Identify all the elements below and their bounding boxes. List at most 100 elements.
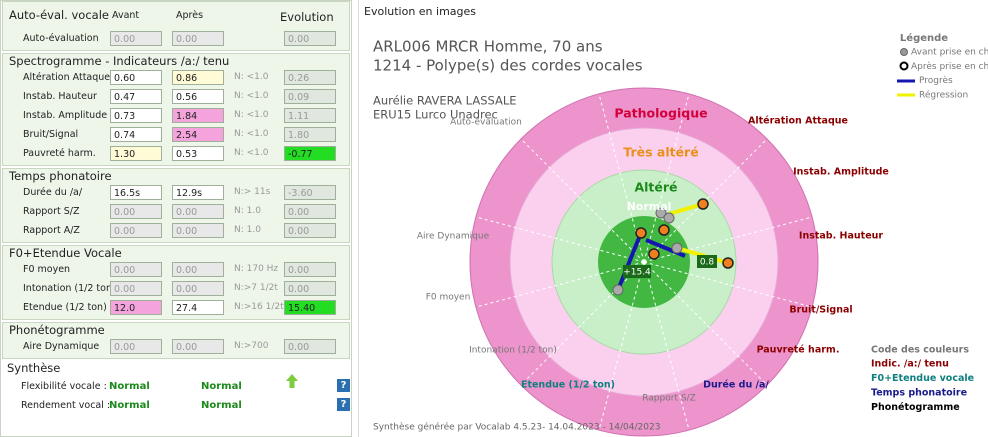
clinician-info: Aurélie RAVERA LASSALE	[373, 94, 517, 108]
row-label: Bruit/Signal	[23, 129, 79, 140]
spoke	[643, 261, 768, 386]
legend-title: Légende	[900, 32, 948, 44]
norm: N: 170 Hz	[234, 264, 279, 274]
progress-arrow	[645, 238, 686, 258]
section: F0+Etendue Vocale F0 moyen 0.00 0.00 0.00 N: …	[2, 245, 350, 320]
measure-row: Aire Dynamique 0.00 0.00 0.00 N:>700	[3, 337, 349, 356]
row-label: Rapport S/Z	[23, 206, 80, 217]
measure-row: Rapport S/Z 0.00 0.00 0.00 N: 1.0	[3, 202, 349, 221]
value-field: 0.00	[284, 281, 336, 296]
color-code-title: Code des couleurs	[871, 345, 969, 356]
measure-row: Instab. Amplitude 0.73 1.84 1.11 N: <1.0	[3, 106, 349, 125]
value-field: -3.60	[284, 185, 336, 200]
measure-row: F0 moyen 0.00 0.00 0.00 N: 170 Hz	[3, 260, 349, 279]
before-point	[612, 284, 624, 296]
patient-info: ARL006 MRCR Homme, 70 ans	[373, 38, 603, 56]
measure-row: Etendue (1/2 ton) 12.0 27.4 15.40 N:>16 1/2t	[3, 298, 349, 317]
section: Phonétogramme Aire Dynamique 0.00 0.00 0.00 N…	[2, 322, 350, 359]
axis-label: Bruit/Signal	[789, 305, 852, 316]
measure-row: Altération Attaque 0.60 0.86 0.26 N: <1.0	[3, 68, 349, 87]
synthesis-value: Normal	[109, 381, 150, 392]
value-field: 16.5s	[110, 185, 162, 200]
column-header: Après	[176, 10, 204, 21]
footer: Synthèse générée par Vocalab 4.5.23- 14.…	[373, 422, 660, 433]
measure-row: Rapport A/Z 0.00 0.00 0.00 N: 1.0	[3, 221, 349, 240]
synthesis-value: Normal	[201, 381, 242, 392]
radar-chart: Evolution en images ARL006 MRCR Homme, 70…	[364, 5, 988, 437]
measure-row: Bruit/Signal 0.74 2.54 1.80 N: <1.0	[3, 125, 349, 144]
help-button[interactable]: ?	[337, 398, 350, 411]
norm: N:>16 1/2t	[234, 302, 284, 312]
point-label: +15.4	[623, 268, 651, 278]
color-code-item: Phonétogramme	[871, 402, 960, 413]
value-field: 0.74	[110, 127, 162, 142]
value-field: 0.00	[284, 262, 336, 277]
legend-marker	[900, 48, 908, 56]
axis-label: Pauvreté harm.	[757, 345, 840, 356]
axis-label: Aire Dynamique	[417, 232, 490, 242]
norm: N: <1.0	[234, 72, 269, 82]
legend-item: Après prise en charge	[911, 61, 988, 72]
value-field: 0.00	[110, 31, 162, 46]
value-field: 0.56	[172, 89, 224, 104]
value-field: 0.00	[110, 204, 162, 219]
measurements-panel: Auto-éval. vocale Avant Après Evolution Auto…	[0, 0, 352, 437]
axis-label: Durée du /a/	[703, 380, 769, 391]
measure-row: Instab. Hauteur 0.47 0.56 0.09 N: <1.0	[3, 87, 349, 106]
spoke	[643, 261, 690, 431]
row-label: Altération Attaque	[23, 72, 111, 83]
row-label: Etendue (1/2 ton)	[23, 302, 107, 313]
before-point	[663, 212, 675, 224]
section: Auto-éval. vocale Avant Après Evolution Auto…	[2, 1, 350, 51]
value-field: 0.00	[172, 204, 224, 219]
point-label-box	[697, 255, 717, 268]
row-label: Flexibilité vocale :	[21, 381, 107, 392]
value-field: 15.40	[284, 300, 336, 315]
spoke	[475, 216, 645, 263]
clinician-info: ERU15 Lurco Unadrec	[373, 108, 498, 122]
value-field: 0.00	[172, 339, 224, 354]
value-field: 0.00	[284, 223, 336, 238]
value-field: 2.54	[172, 127, 224, 142]
patient-info: 1214 - Polype(s) des cordes vocales	[373, 57, 643, 75]
spoke	[643, 216, 813, 263]
axis-label: Etendue (1/2 ton)	[521, 380, 615, 391]
value-field: 0.00	[110, 281, 162, 296]
row-label: F0 moyen	[23, 264, 71, 275]
axis-label: Altération Attaque	[748, 116, 848, 127]
value-field: 1.30	[110, 146, 162, 161]
value-field: 0.00	[110, 339, 162, 354]
value-field: 0.00	[172, 31, 224, 46]
row-label: Pauvreté harm.	[23, 148, 96, 159]
header-row: Auto-éval. vocale Avant Après Evolution	[3, 2, 349, 29]
after-point	[658, 224, 670, 236]
spoke	[643, 261, 813, 308]
legend-item: Avant prise en charge	[911, 48, 988, 58]
row-label: Instab. Hauteur	[23, 91, 97, 102]
section: Temps phonatoire Durée du /a/16.5s 12.9s -3…	[2, 168, 350, 243]
norm: N: 1.0	[234, 206, 261, 216]
help-button[interactable]: ?	[337, 379, 350, 392]
row-label: Intonation (1/2 ton)	[23, 283, 116, 294]
point-label: 0.8	[700, 258, 715, 268]
norm: N:>700	[234, 341, 269, 351]
norm: N: <1.0	[234, 91, 269, 101]
measure-row: Pauvreté harm. 1.30 0.53 -0.77 N: <1.0	[3, 144, 349, 163]
before-point	[671, 242, 683, 254]
value-field: 0.00	[284, 339, 336, 354]
norm: N:> 11s	[234, 187, 271, 197]
after-point	[635, 227, 647, 239]
spoke	[643, 93, 690, 263]
legend-marker	[899, 61, 909, 71]
section-title: Phonétogramme	[9, 323, 105, 337]
section-title: Synthèse	[7, 361, 61, 375]
progress-arrow	[616, 232, 643, 291]
synthesis-value: Normal	[109, 400, 150, 411]
value-field: 0.00	[172, 223, 224, 238]
after-point	[648, 248, 660, 260]
axis-label: F0 moyen	[426, 293, 471, 303]
zone-label: Altéré	[634, 180, 677, 195]
color-code-item: Temps phonatoire	[871, 388, 967, 399]
column-header: Avant	[112, 10, 140, 21]
